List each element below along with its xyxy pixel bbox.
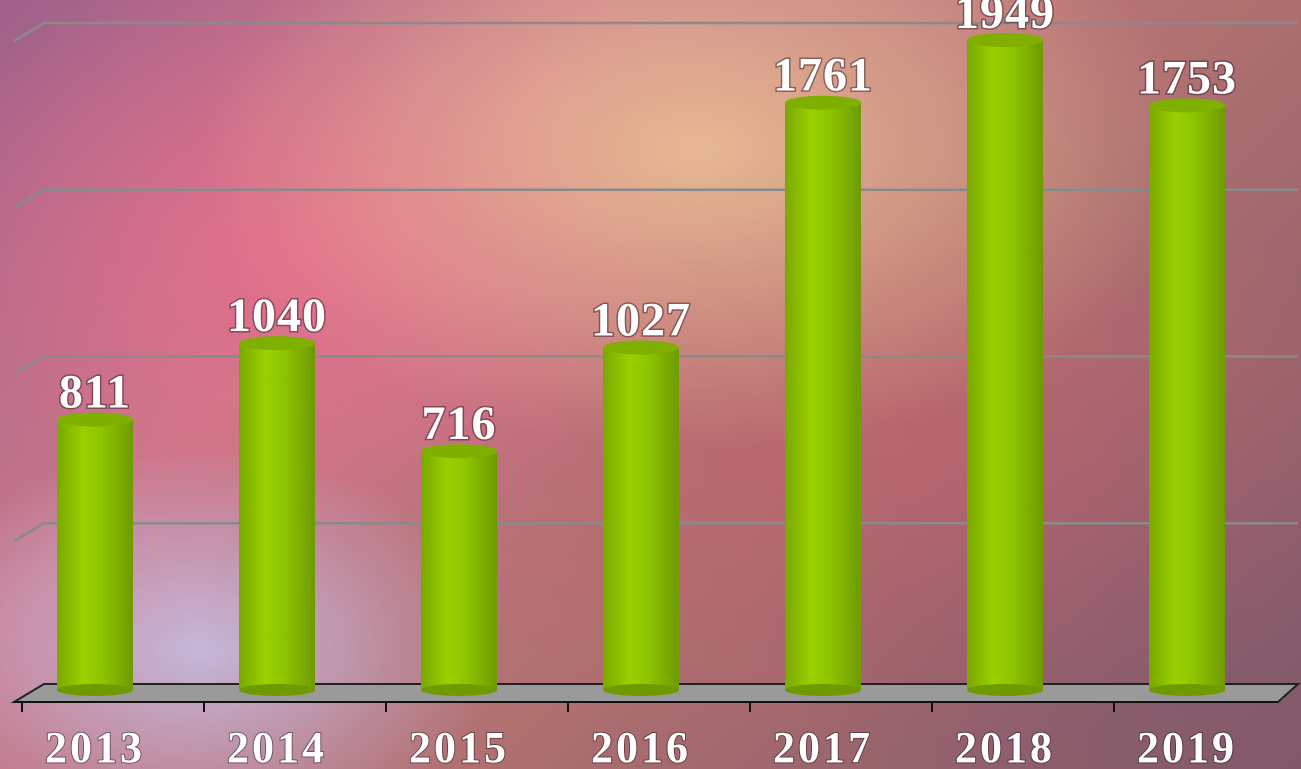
bar-body: [785, 102, 861, 691]
bar-base: [603, 684, 679, 696]
bar-base: [967, 684, 1043, 696]
value-label: 1027: [591, 293, 691, 346]
bar-base: [785, 684, 861, 696]
bar-top: [603, 340, 679, 355]
bar-base: [421, 684, 497, 696]
x-tick-label: 2017: [773, 723, 873, 769]
grid-line: [13, 21, 1298, 43]
value-label: 811: [59, 366, 131, 419]
bar-body: [967, 40, 1043, 691]
bar-body: [421, 451, 497, 690]
value-label: 1949: [955, 0, 1055, 39]
bar-top: [239, 336, 315, 351]
bar-top: [967, 33, 1043, 48]
x-tick-label: 2016: [591, 723, 691, 769]
bar: [421, 444, 497, 696]
grid-line: [13, 188, 1298, 209]
bar-top: [57, 412, 133, 427]
bar: [57, 412, 133, 696]
bar-base: [1149, 684, 1225, 696]
bar-body: [603, 347, 679, 690]
value-label: 716: [422, 397, 497, 450]
value-label: 1040: [227, 289, 327, 342]
bar-body: [239, 343, 315, 690]
bar: [239, 336, 315, 696]
x-tick-label: 2015: [409, 723, 509, 769]
bar-body: [57, 419, 133, 690]
x-tick-label: 2019: [1137, 723, 1237, 769]
value-label: 1761: [773, 49, 873, 102]
x-tick-label: 2018: [955, 723, 1055, 769]
bar: [1149, 98, 1225, 696]
bar-body: [1149, 105, 1225, 690]
bar-top: [421, 444, 497, 459]
x-tick-label: 2013: [45, 723, 145, 769]
x-tick-label: 2014: [227, 723, 327, 769]
bar-top: [1149, 98, 1225, 113]
bar: [967, 33, 1043, 696]
bar-base: [239, 684, 315, 696]
value-label: 1753: [1137, 51, 1237, 104]
grid-line: [13, 522, 1298, 543]
bar: [603, 340, 679, 696]
grid-line: [13, 355, 1298, 376]
bar: [785, 95, 861, 696]
bar-base: [57, 684, 133, 696]
bar-top: [785, 95, 861, 110]
